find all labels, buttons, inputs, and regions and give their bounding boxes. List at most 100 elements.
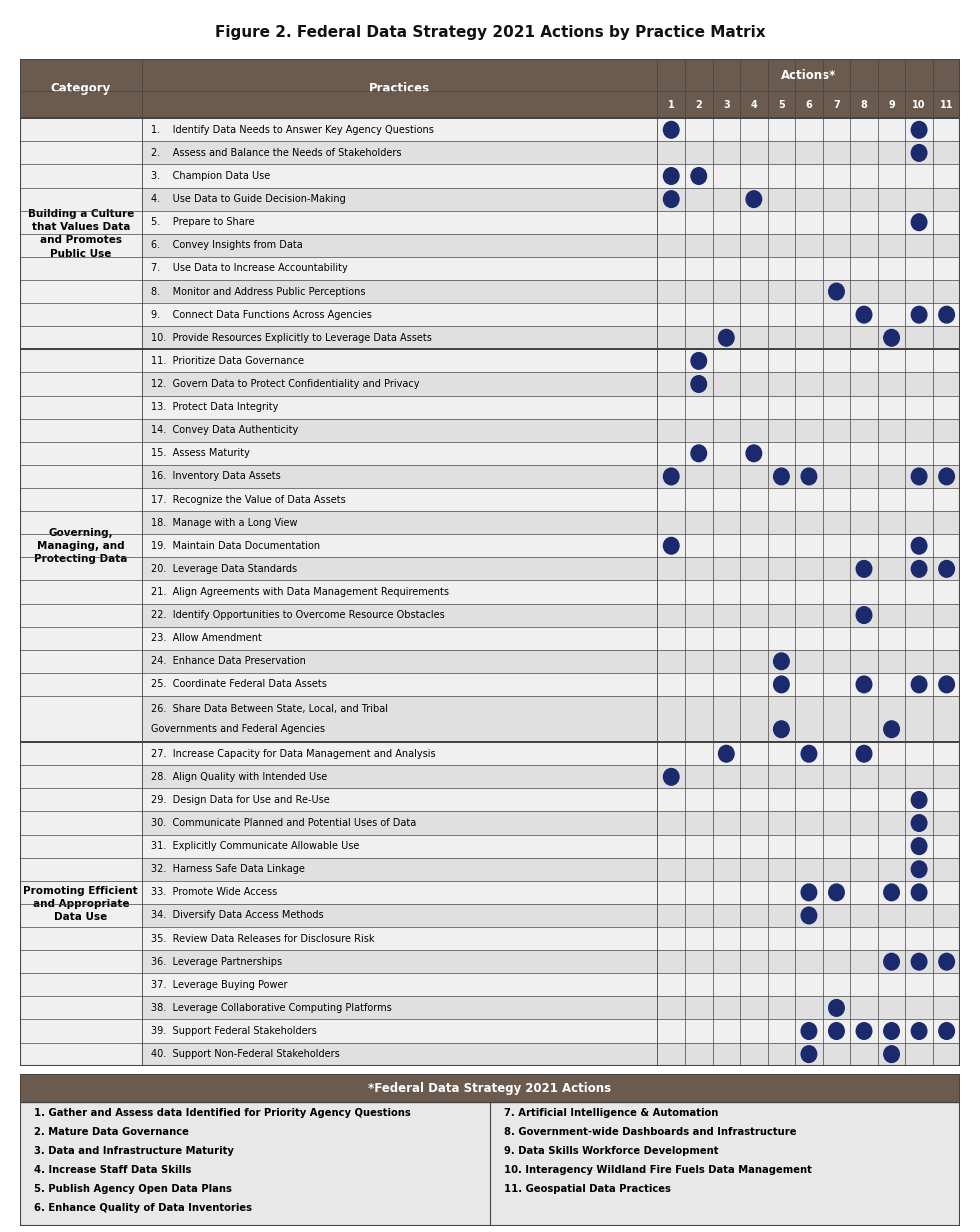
Bar <box>20 1103 960 1226</box>
Bar <box>795 604 822 627</box>
Text: 16.  Inventory Data Assets: 16. Inventory Data Assets <box>151 472 281 482</box>
Circle shape <box>829 283 844 299</box>
Bar <box>878 350 906 372</box>
Bar <box>142 812 658 834</box>
Bar <box>906 91 933 118</box>
Bar <box>822 673 851 696</box>
Bar <box>878 1042 906 1066</box>
Bar <box>822 812 851 834</box>
Bar <box>658 812 685 834</box>
Bar <box>712 442 740 464</box>
Circle shape <box>911 537 927 554</box>
Text: 22.  Identify Opportunities to Overcome Resource Obstacles: 22. Identify Opportunities to Overcome R… <box>151 610 445 620</box>
Bar <box>685 696 712 742</box>
Bar <box>767 234 795 257</box>
Circle shape <box>857 676 872 692</box>
Bar <box>933 557 960 580</box>
Bar <box>851 350 878 372</box>
Bar <box>822 857 851 881</box>
Bar <box>658 59 960 91</box>
Bar <box>878 881 906 904</box>
Circle shape <box>884 885 900 901</box>
Text: 1. Gather and Assess data Identified for Priority Agency Questions: 1. Gather and Assess data Identified for… <box>33 1108 411 1117</box>
Bar <box>658 372 685 395</box>
Bar <box>658 91 685 118</box>
Text: 3.    Champion Data Use: 3. Champion Data Use <box>151 171 270 181</box>
Circle shape <box>663 168 679 185</box>
Bar <box>767 788 795 812</box>
Bar <box>851 395 878 419</box>
Text: 6.    Convey Insights from Data: 6. Convey Insights from Data <box>151 240 303 250</box>
Bar <box>767 950 795 973</box>
Circle shape <box>911 838 927 855</box>
Circle shape <box>802 468 816 484</box>
Bar <box>933 442 960 464</box>
Circle shape <box>691 352 707 370</box>
Circle shape <box>773 721 789 738</box>
Bar <box>878 950 906 973</box>
Text: Governing,
Managing, and
Protecting Data: Governing, Managing, and Protecting Data <box>34 527 127 564</box>
Bar <box>658 649 685 673</box>
Bar <box>658 419 685 442</box>
Bar <box>933 234 960 257</box>
Bar <box>906 118 933 142</box>
Text: Building a Culture
that Values Data
and Promotes
Public Use: Building a Culture that Values Data and … <box>27 209 134 259</box>
Bar <box>822 91 851 118</box>
Bar <box>795 326 822 350</box>
Bar <box>658 488 685 511</box>
Text: 11.  Prioritize Data Governance: 11. Prioritize Data Governance <box>151 356 305 366</box>
Bar <box>795 926 822 950</box>
Bar <box>712 557 740 580</box>
Bar <box>685 511 712 535</box>
Circle shape <box>773 653 789 670</box>
Bar <box>142 257 658 280</box>
Bar <box>795 395 822 419</box>
Bar <box>822 649 851 673</box>
Text: 10. Interagency Wildland Fire Fuels Data Management: 10. Interagency Wildland Fire Fuels Data… <box>504 1164 812 1175</box>
Bar <box>933 164 960 187</box>
Text: 4: 4 <box>751 100 758 110</box>
Bar <box>795 1019 822 1042</box>
Circle shape <box>802 1023 816 1040</box>
Text: 7.    Use Data to Increase Accountability: 7. Use Data to Increase Accountability <box>151 264 348 274</box>
Bar <box>142 118 658 142</box>
Bar <box>822 926 851 950</box>
Bar <box>658 234 685 257</box>
Bar <box>142 881 658 904</box>
Bar <box>740 834 767 857</box>
Bar <box>767 372 795 395</box>
Text: 8.    Monitor and Address Public Perceptions: 8. Monitor and Address Public Perception… <box>151 287 366 297</box>
Bar <box>142 280 658 303</box>
Bar <box>851 257 878 280</box>
Bar <box>795 164 822 187</box>
Bar <box>822 1019 851 1042</box>
Text: 39.  Support Federal Stakeholders: 39. Support Federal Stakeholders <box>151 1026 318 1036</box>
Circle shape <box>884 329 900 346</box>
Circle shape <box>773 468 789 484</box>
Bar <box>822 765 851 788</box>
Bar <box>933 627 960 649</box>
Bar <box>142 673 658 696</box>
Bar <box>851 372 878 395</box>
Bar <box>933 765 960 788</box>
Bar <box>822 372 851 395</box>
Bar <box>933 696 960 742</box>
Circle shape <box>663 191 679 207</box>
Bar <box>740 442 767 464</box>
Bar <box>712 142 740 164</box>
Bar <box>851 904 878 926</box>
Bar <box>767 580 795 604</box>
Bar <box>740 997 767 1019</box>
Bar <box>685 164 712 187</box>
Bar <box>906 350 933 372</box>
Bar <box>822 164 851 187</box>
Bar <box>740 604 767 627</box>
Bar <box>822 187 851 211</box>
Text: 3: 3 <box>723 100 730 110</box>
Bar <box>712 742 740 765</box>
Text: 5: 5 <box>778 100 785 110</box>
Bar <box>658 303 685 326</box>
Bar <box>878 580 906 604</box>
Bar <box>822 303 851 326</box>
Bar <box>658 788 685 812</box>
